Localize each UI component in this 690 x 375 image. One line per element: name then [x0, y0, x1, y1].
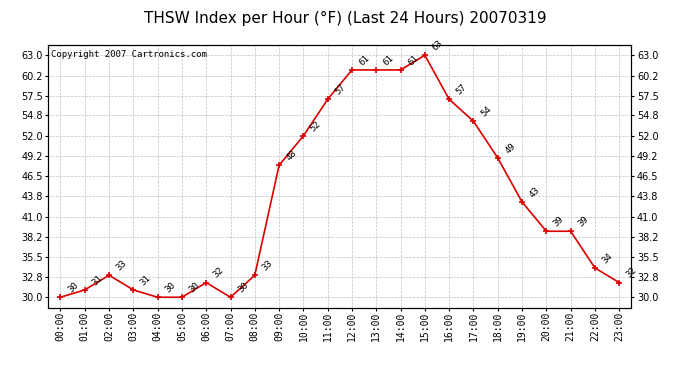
- Text: 54: 54: [479, 105, 493, 118]
- Text: 30: 30: [163, 280, 177, 294]
- Text: 32: 32: [624, 266, 639, 280]
- Text: 43: 43: [528, 185, 542, 199]
- Text: 48: 48: [285, 148, 299, 162]
- Text: 49: 49: [503, 141, 518, 155]
- Text: 57: 57: [455, 82, 469, 96]
- Text: 39: 39: [576, 214, 590, 228]
- Text: 30: 30: [66, 280, 80, 294]
- Text: 61: 61: [382, 53, 396, 67]
- Text: Copyright 2007 Cartronics.com: Copyright 2007 Cartronics.com: [51, 50, 207, 59]
- Text: 39: 39: [552, 214, 566, 228]
- Text: 30: 30: [236, 280, 250, 294]
- Text: 31: 31: [90, 273, 104, 287]
- Text: 57: 57: [333, 82, 347, 96]
- Text: 32: 32: [212, 266, 226, 280]
- Text: 34: 34: [600, 251, 614, 265]
- Text: 30: 30: [188, 280, 201, 294]
- Text: 61: 61: [357, 53, 371, 67]
- Text: 63: 63: [431, 39, 444, 53]
- Text: 52: 52: [309, 119, 323, 133]
- Text: 33: 33: [115, 258, 128, 273]
- Text: 33: 33: [260, 258, 275, 273]
- Text: 31: 31: [139, 273, 153, 287]
- Text: 61: 61: [406, 53, 420, 67]
- Text: THSW Index per Hour (°F) (Last 24 Hours) 20070319: THSW Index per Hour (°F) (Last 24 Hours)…: [144, 11, 546, 26]
